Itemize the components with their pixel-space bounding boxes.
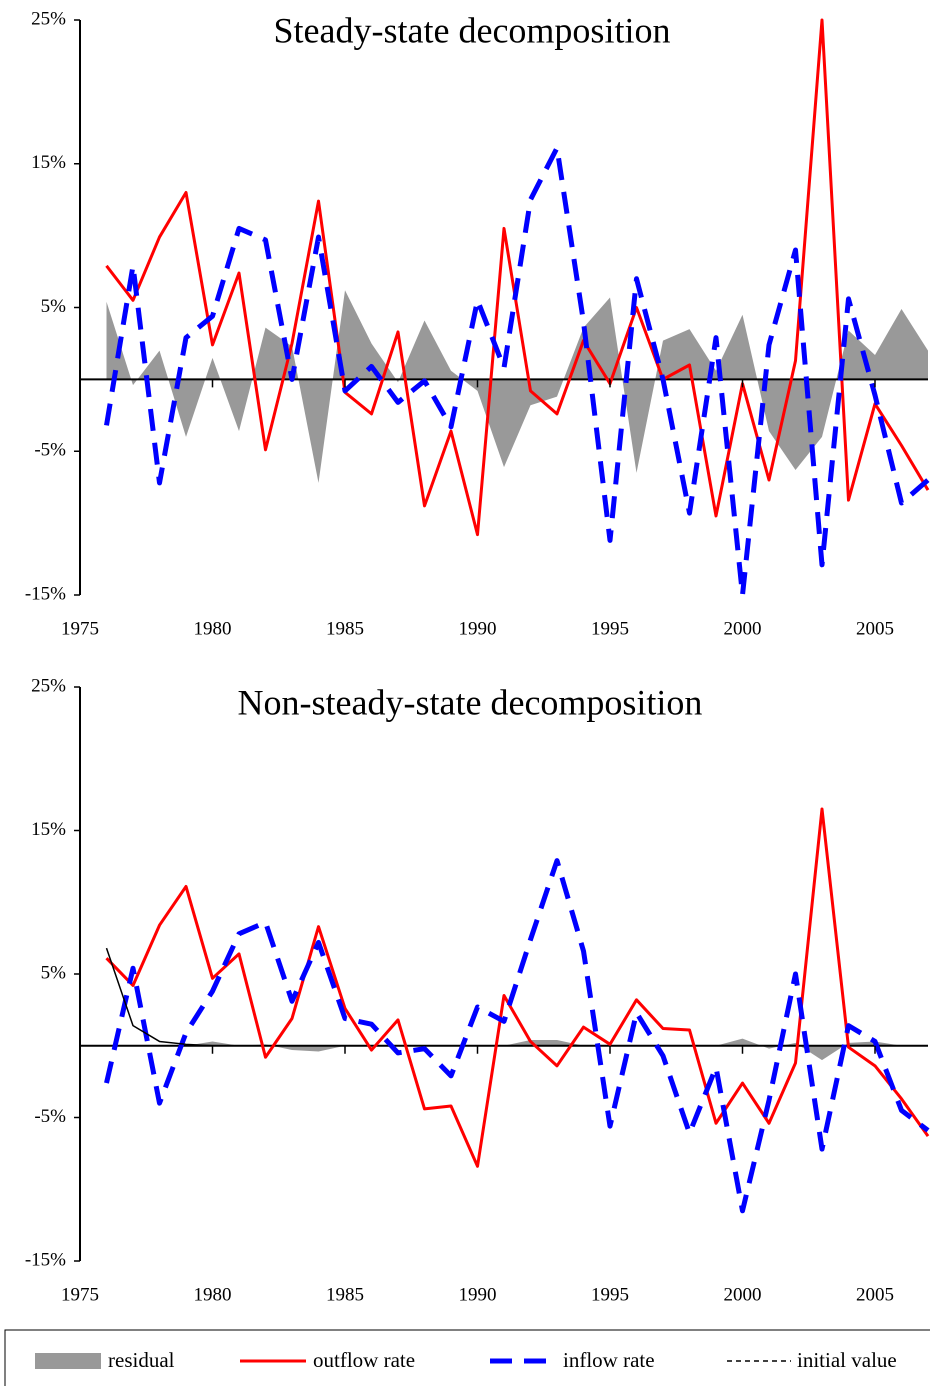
x-tick-label: 1990	[459, 618, 497, 639]
x-tick-label: 1995	[591, 618, 629, 639]
legend-box	[4, 1329, 930, 1386]
y-tick-label: -5%	[34, 1106, 66, 1127]
series-line	[105, 947, 239, 1047]
legend-label: initial value	[797, 1348, 897, 1372]
series-line	[104, 858, 930, 1214]
x-tick-label: 1990	[459, 1284, 497, 1305]
x-tick-label: 1975	[61, 1284, 99, 1305]
residual-area	[106, 1038, 928, 1061]
y-tick-label: 15%	[31, 819, 66, 840]
legend-label: inflow rate	[563, 1348, 655, 1372]
x-tick-label: 2000	[724, 618, 762, 639]
y-tick-label: 25%	[31, 8, 66, 29]
y-tick-label: -15%	[25, 1249, 66, 1270]
legend-label: outflow rate	[313, 1348, 415, 1372]
x-tick-label: 1980	[194, 1284, 232, 1305]
y-tick-label: -15%	[25, 583, 66, 604]
y-tick-label: 25%	[31, 675, 66, 696]
legend-label: residual	[108, 1348, 175, 1372]
y-tick-label: 15%	[31, 152, 66, 173]
residual-area	[106, 290, 928, 483]
series-line	[105, 807, 930, 1168]
x-tick-label: 2000	[724, 1284, 762, 1305]
x-tick-label: 1985	[326, 1284, 364, 1305]
y-tick-label: -5%	[34, 440, 66, 461]
series-line	[105, 18, 930, 537]
chart-title: Non-steady-state decomposition	[238, 682, 703, 722]
series-line	[104, 145, 930, 598]
x-tick-label: 1975	[61, 618, 99, 639]
y-tick-label: 5%	[41, 962, 67, 983]
x-tick-label: 2005	[856, 618, 894, 639]
x-tick-label: 1985	[326, 618, 364, 639]
chart-title: Steady-state decomposition	[274, 10, 671, 50]
x-tick-label: 1995	[591, 1284, 629, 1305]
x-tick-label: 1980	[194, 618, 232, 639]
legend-swatch	[35, 1353, 101, 1369]
y-tick-label: 5%	[41, 296, 67, 317]
x-tick-label: 2005	[856, 1284, 894, 1305]
